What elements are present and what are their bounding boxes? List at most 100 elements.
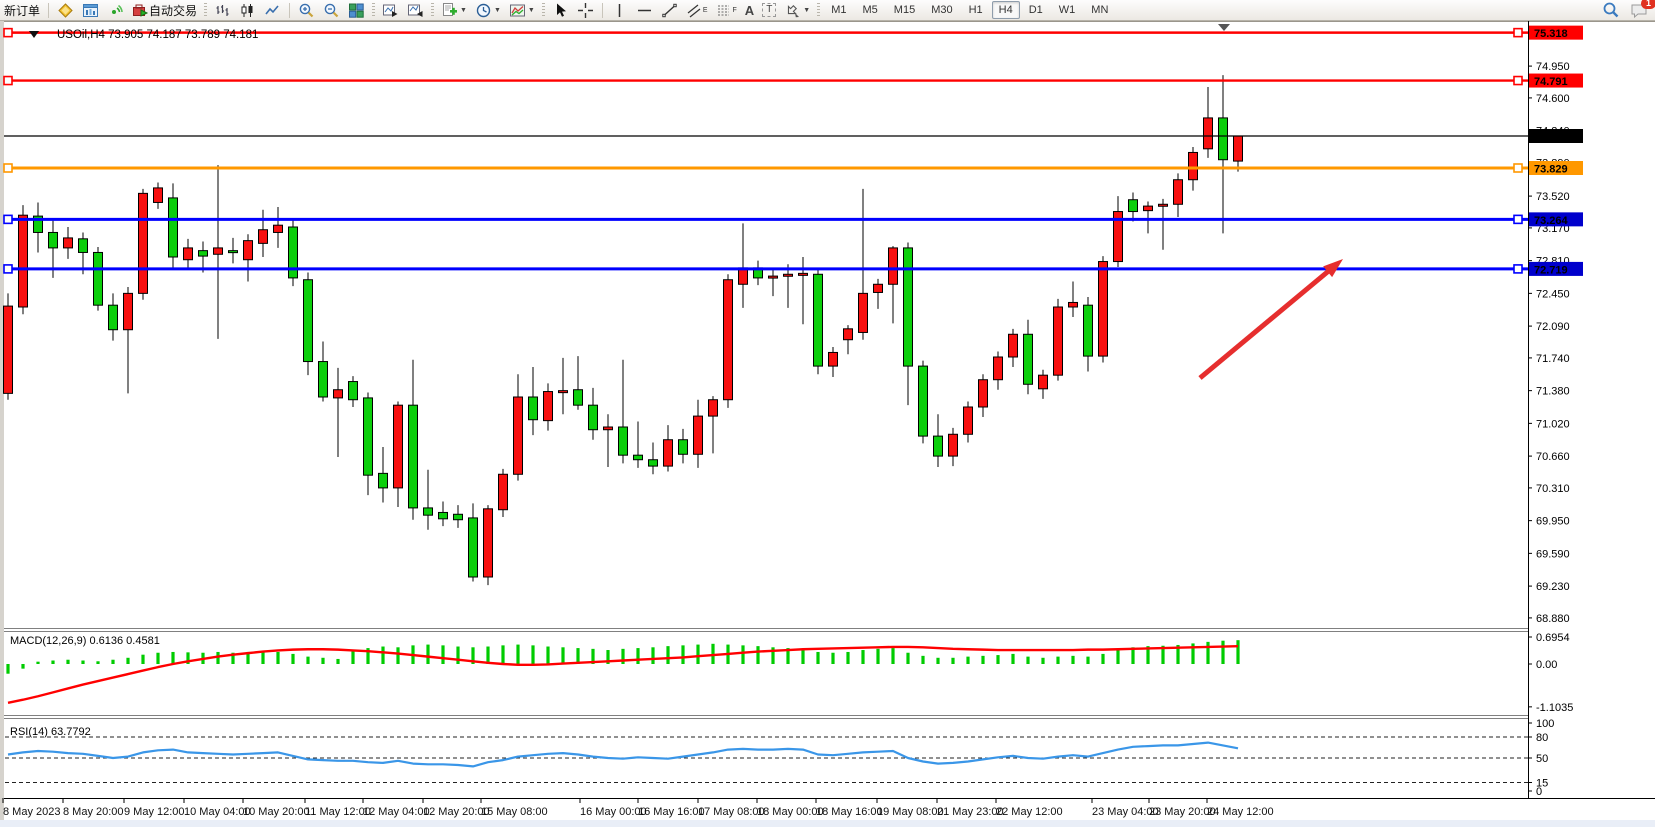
price-tick-label: 74.950 xyxy=(1536,61,1570,73)
chart-shift-button[interactable] xyxy=(404,1,427,20)
dropdown-caret-icon[interactable]: ▼ xyxy=(527,6,535,14)
signals-button[interactable] xyxy=(104,1,127,20)
text-label-tool-button[interactable]: T xyxy=(759,1,779,20)
timeframe-button-M5[interactable]: M5 xyxy=(862,4,878,16)
time-label[interactable]: 16 May 16:00 xyxy=(638,806,705,818)
line-handle[interactable] xyxy=(1513,27,1523,38)
dropdown-caret-icon[interactable]: ▼ xyxy=(493,6,501,14)
line-handle[interactable] xyxy=(3,163,13,173)
auto-trading-label: 自动交易 xyxy=(149,3,198,18)
time-label[interactable]: 18 May 16:00 xyxy=(816,806,883,818)
axes-layer[interactable]: 74.95074.60074.24073.89073.52073.17072.8… xyxy=(2,25,1583,818)
time-label[interactable]: 17 May 08:00 xyxy=(698,806,765,818)
templates-button[interactable]: ▼ xyxy=(506,1,538,20)
new-order-button[interactable]: 新订单 xyxy=(1,1,43,20)
toolbar-grip[interactable] xyxy=(817,3,821,17)
time-label[interactable]: 11 May 12:00 xyxy=(305,806,371,818)
candle-body xyxy=(1113,211,1123,263)
market-watch-button[interactable] xyxy=(54,1,77,20)
bar-chart-button[interactable] xyxy=(211,1,234,20)
candle-body xyxy=(408,404,418,509)
candle-body xyxy=(183,247,193,261)
line-handle[interactable] xyxy=(3,264,13,274)
price-tick-label: 69.230 xyxy=(1536,581,1570,593)
time-label[interactable]: 8 May 2023 xyxy=(3,806,60,818)
periods-button[interactable]: ▼ xyxy=(472,1,504,20)
line-handle[interactable] xyxy=(3,75,13,86)
time-label[interactable]: 19 May 08:00 xyxy=(877,806,944,818)
candle-body xyxy=(573,389,583,406)
time-label[interactable]: 18 May 00:00 xyxy=(757,806,824,818)
timeframe-button-D1[interactable]: D1 xyxy=(1028,4,1043,16)
auto-scroll-button[interactable] xyxy=(379,1,402,20)
timeframe-button-H1[interactable]: H1 xyxy=(968,4,983,16)
timeframe-button-W1[interactable]: W1 xyxy=(1058,4,1076,16)
time-label[interactable]: 23 May 20:00 xyxy=(1149,806,1216,818)
time-label[interactable]: 16 May 00:00 xyxy=(580,806,647,818)
zoom-in-button[interactable] xyxy=(295,1,318,20)
indicators-button[interactable]: ▼ xyxy=(438,1,470,20)
tile-windows-button[interactable] xyxy=(345,1,368,20)
trend-arrow-head[interactable] xyxy=(1323,259,1343,278)
dropdown-caret-icon[interactable]: ▼ xyxy=(803,6,811,14)
cursor-tool-button[interactable] xyxy=(549,1,572,20)
search-icon[interactable] xyxy=(1602,1,1620,19)
channel-tool-button[interactable]: E xyxy=(683,1,711,20)
time-label[interactable]: 23 May 04:00 xyxy=(1092,806,1159,818)
time-label[interactable]: 15 May 08:00 xyxy=(481,806,548,818)
time-label[interactable]: 21 May 23:00 xyxy=(937,806,1004,818)
trend-arrow-line[interactable] xyxy=(1198,267,1333,380)
candlestick-icon xyxy=(241,3,253,17)
indicators-layer xyxy=(5,640,1528,783)
timeframe-button-H4[interactable]: H4 xyxy=(991,1,1020,19)
time-label[interactable]: 10 May 04:00 xyxy=(184,806,251,818)
line-handle[interactable] xyxy=(1513,163,1523,173)
fibonacci-tool-button[interactable]: F xyxy=(713,1,740,20)
candle-body xyxy=(843,328,853,341)
auto-trading-button[interactable]: 自动交易 xyxy=(129,1,200,20)
chart-canvas[interactable]: 74.95074.60074.24073.89073.52073.17072.8… xyxy=(0,21,1655,827)
crosshair-tool-button[interactable] xyxy=(574,1,597,20)
line-handle[interactable] xyxy=(1513,264,1523,274)
text-tool-button[interactable]: A xyxy=(742,1,757,20)
candle-body xyxy=(48,231,58,249)
symbol-dropdown-icon[interactable] xyxy=(29,31,39,38)
timeframe-button-M15[interactable]: M15 xyxy=(893,4,916,16)
line-chart-button[interactable] xyxy=(261,1,284,20)
timeframe-button-M30[interactable]: M30 xyxy=(931,4,953,16)
line-handle[interactable] xyxy=(3,214,13,225)
chat-button[interactable]: 1 xyxy=(1630,0,1655,19)
time-label[interactable]: 12 May 04:00 xyxy=(363,806,430,818)
timeframe-button-MN[interactable]: MN xyxy=(1091,4,1109,16)
candle-body xyxy=(588,404,598,431)
rsi-tick-label: 100 xyxy=(1536,718,1554,730)
arrows-tool-button[interactable]: ▼ xyxy=(781,1,813,20)
line-handle[interactable] xyxy=(1513,214,1523,225)
line-handle[interactable] xyxy=(3,27,13,38)
time-label[interactable]: 22 May 12:00 xyxy=(996,806,1063,818)
candle-body xyxy=(813,273,823,367)
toolbar-grip[interactable] xyxy=(431,3,435,17)
chart-window[interactable]: 74.95074.60074.24073.89073.52073.17072.8… xyxy=(0,21,1655,827)
candle-body xyxy=(1143,205,1153,212)
candlestick-chart-button[interactable] xyxy=(236,1,259,20)
time-label[interactable]: 8 May 20:00 xyxy=(63,806,124,818)
zoom-out-button[interactable] xyxy=(320,1,343,20)
dropdown-caret-icon[interactable]: ▼ xyxy=(460,6,467,14)
vertical-line-tool-button[interactable] xyxy=(608,1,631,20)
trendline-tool-button[interactable] xyxy=(658,1,681,20)
toolbar-grip[interactable] xyxy=(372,3,376,17)
time-label[interactable]: 10 May 20:00 xyxy=(243,806,310,818)
timeframe-button-M1[interactable]: M1 xyxy=(831,4,847,16)
toolbar-grip[interactable] xyxy=(204,3,208,17)
new-chart-button[interactable] xyxy=(79,1,102,20)
time-label[interactable]: 12 May 20:00 xyxy=(423,806,490,818)
chart-shift-marker[interactable] xyxy=(1218,24,1230,31)
toolbar-grip[interactable] xyxy=(541,3,545,17)
price-tick-label: 69.950 xyxy=(1536,516,1570,528)
line-handle[interactable] xyxy=(1513,75,1523,86)
time-label[interactable]: 9 May 12:00 xyxy=(124,806,185,818)
time-label[interactable]: 24 May 12:00 xyxy=(1207,806,1274,818)
horizontal-line-tool-button[interactable] xyxy=(633,1,656,20)
candle-body xyxy=(963,406,973,435)
